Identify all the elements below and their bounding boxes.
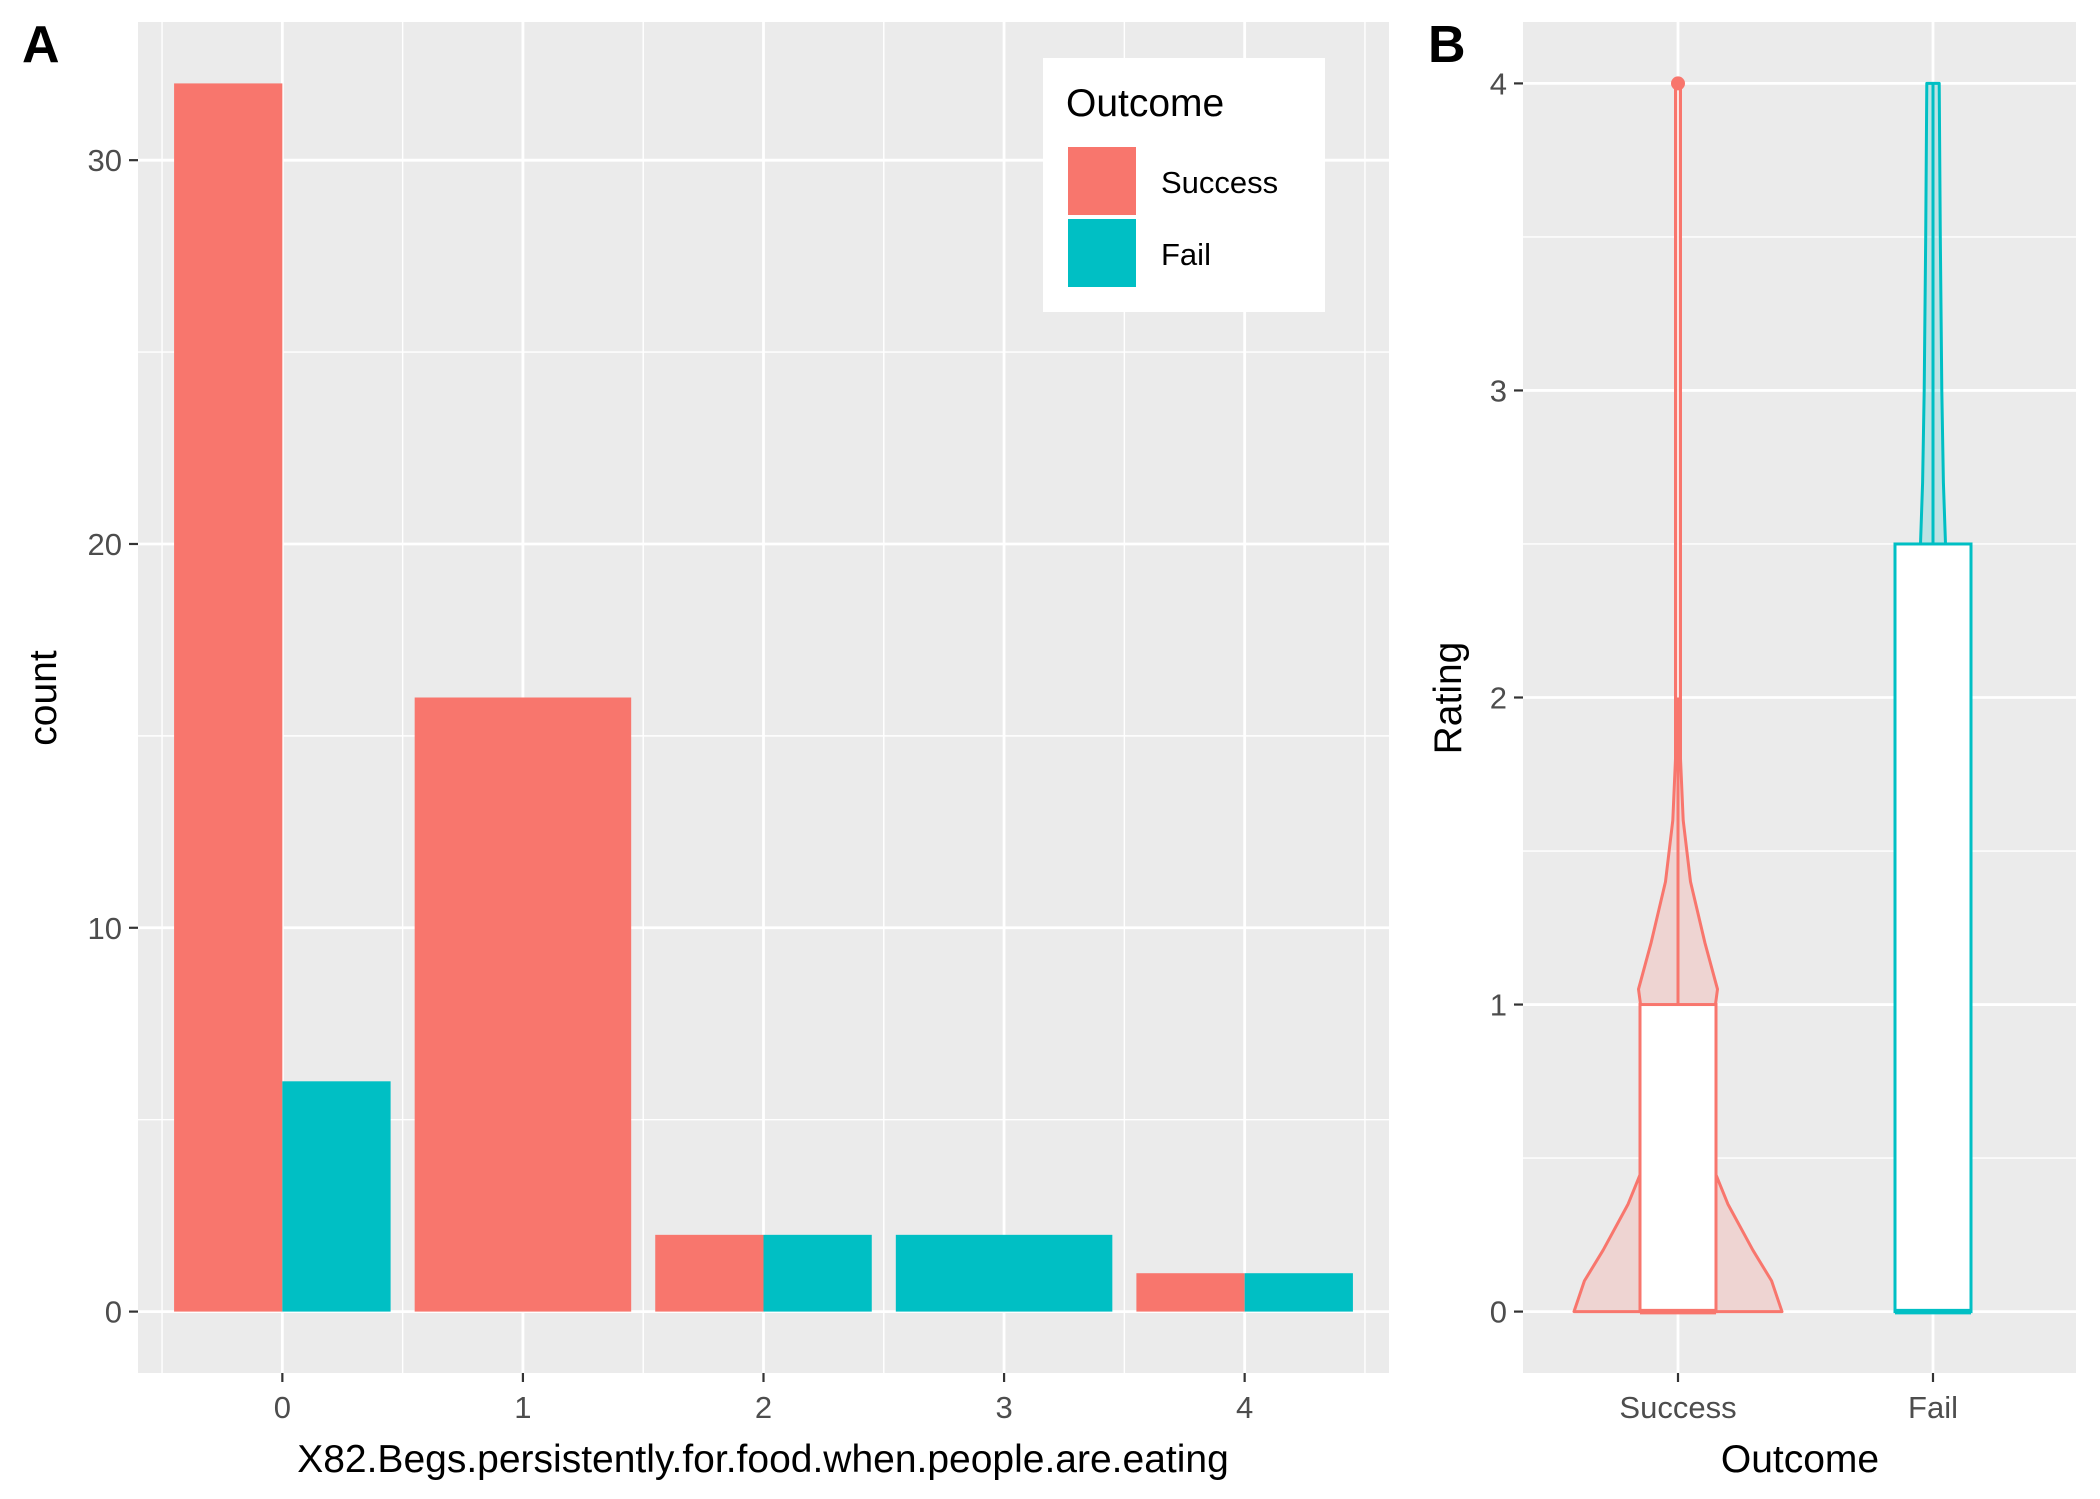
panel-b: B 0 1 2 3 4 Success Fail Outcome Rating [1427, 16, 2076, 1481]
bar-success-x2 [655, 1234, 764, 1312]
panel-b-x-axis-title: Outcome [1721, 1438, 1879, 1481]
panel-b-letter: B [1428, 16, 1466, 74]
bar-success-x4 [1136, 1273, 1245, 1312]
bar-success-x1 [414, 697, 632, 1312]
outlier-success [1671, 76, 1685, 91]
y-tick-label: 0 [1490, 1295, 1507, 1330]
y-tick-label: 10 [88, 911, 122, 946]
x-tick-label-success: Success [1619, 1390, 1736, 1425]
panel-b-axes: 0 1 2 3 4 Success Fail [1490, 66, 1958, 1425]
legend-label-fail: Fail [1161, 237, 1211, 272]
panel-a: A 0 10 20 30 0 1 2 3 4 X82.Begs.persistently.for… [22, 16, 1389, 1481]
panel-a-bars [174, 83, 1353, 1312]
bar-fail-x3 [895, 1234, 1113, 1312]
panel-a-legend: Outcome Success Fail [1043, 58, 1325, 312]
x-tick-label: 2 [755, 1390, 772, 1425]
x-tick-label: 4 [1236, 1390, 1253, 1425]
panel-a-axes: 0 10 20 30 0 1 2 3 4 [88, 143, 1254, 1425]
legend-title: Outcome [1066, 82, 1224, 125]
bar-fail-x4 [1244, 1273, 1353, 1312]
x-tick-label-fail: Fail [1908, 1390, 1958, 1425]
x-tick-label: 1 [514, 1390, 531, 1425]
legend-label-success: Success [1161, 165, 1278, 200]
panel-a-x-axis-title: X82.Begs.persistently.for.food.when.peop… [297, 1438, 1229, 1481]
bar-fail-x0 [282, 1081, 391, 1312]
panel-a-letter: A [22, 16, 60, 74]
y-tick-label: 20 [88, 527, 122, 562]
y-tick-label: 3 [1490, 373, 1507, 408]
panel-b-y-axis-title: Rating [1427, 642, 1470, 755]
y-tick-label: 4 [1490, 66, 1507, 101]
x-tick-label: 3 [995, 1390, 1012, 1425]
y-tick-label: 30 [88, 143, 122, 178]
box-fail [1893, 542, 1973, 1314]
y-tick-label: 0 [105, 1295, 122, 1330]
panel-a-y-axis-title: count [22, 650, 65, 746]
panel-b-marks [1572, 76, 1973, 1315]
box-success [1638, 1003, 1718, 1314]
bar-fail-x2 [763, 1234, 872, 1312]
legend-key-success [1068, 147, 1136, 215]
x-tick-label: 0 [274, 1390, 291, 1425]
y-tick-label: 2 [1490, 681, 1507, 716]
bar-success-x0 [174, 83, 283, 1312]
legend-key-fail [1068, 219, 1136, 287]
y-tick-label: 1 [1490, 988, 1507, 1023]
